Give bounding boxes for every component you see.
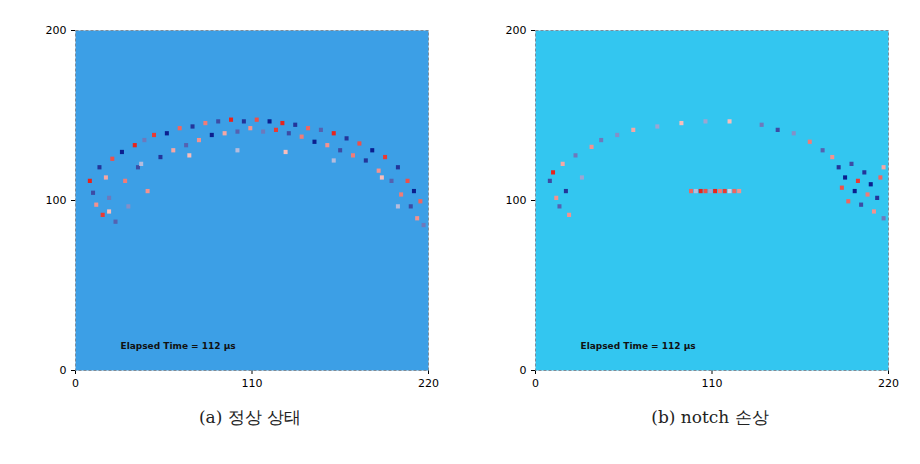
svg-text:100: 100 xyxy=(506,194,527,207)
svg-text:110: 110 xyxy=(242,377,263,390)
svg-text:0: 0 xyxy=(520,364,527,377)
svg-text:Elapsed Time = 112 μs: Elapsed Time = 112 μs xyxy=(581,341,696,351)
svg-text:0: 0 xyxy=(60,364,67,377)
svg-text:200: 200 xyxy=(506,24,527,37)
svg-text:110: 110 xyxy=(702,377,723,390)
svg-text:100: 100 xyxy=(46,194,67,207)
html-text:(b) notch 손상: (b) notch 손상 xyxy=(651,407,769,427)
svg-text:220: 220 xyxy=(418,377,439,390)
svg-text:Elapsed Time = 112 μs: Elapsed Time = 112 μs xyxy=(121,341,236,351)
svg-text:0: 0 xyxy=(72,377,79,390)
svg-text:220: 220 xyxy=(878,377,899,390)
svg-text:200: 200 xyxy=(46,24,67,37)
svg-text:0: 0 xyxy=(532,377,539,390)
html-text:(a) 정상 상태: (a) 정상 상태 xyxy=(198,407,302,427)
